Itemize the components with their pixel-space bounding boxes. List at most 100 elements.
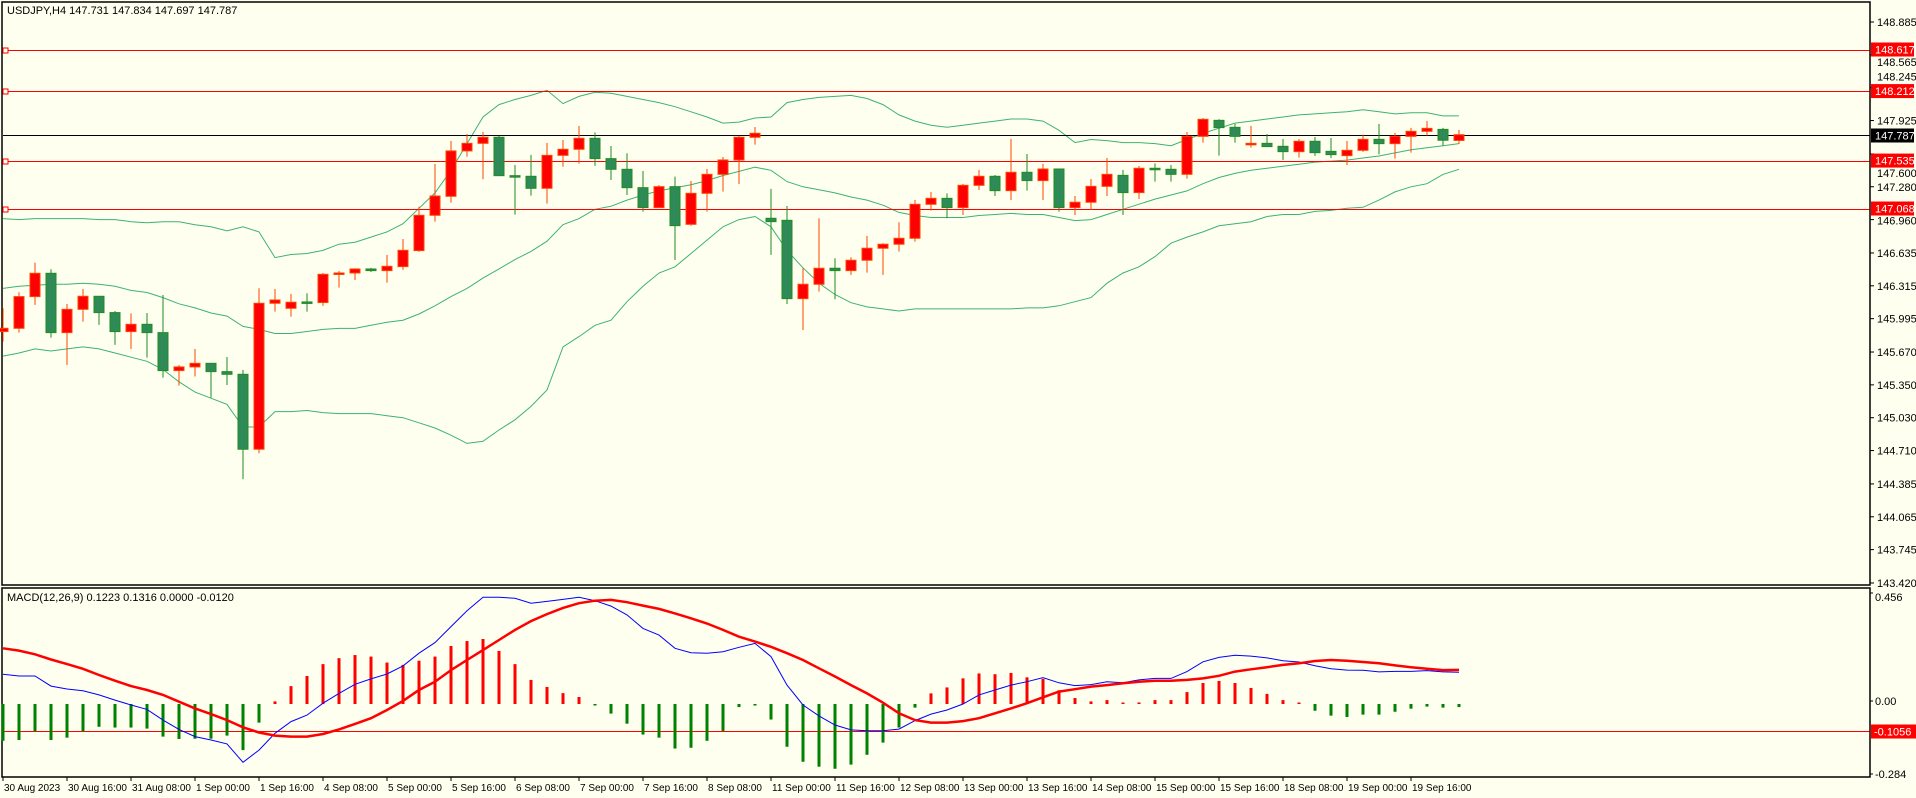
candle xyxy=(13,292,25,333)
candle xyxy=(1229,123,1241,143)
candle-body xyxy=(1261,142,1273,148)
candle-body xyxy=(1085,185,1097,203)
candle-body xyxy=(221,371,233,375)
level-handle-icon[interactable] xyxy=(2,158,9,165)
price-axis-label: 147.600 xyxy=(1877,168,1916,180)
candle-body xyxy=(653,186,665,209)
candle xyxy=(413,206,425,252)
candle xyxy=(365,267,377,272)
time-axis-label: 19 Sep 16:00 xyxy=(1412,783,1472,794)
candle xyxy=(1037,163,1049,200)
candle xyxy=(1245,125,1257,148)
candle-body xyxy=(749,132,761,138)
candle xyxy=(0,308,9,342)
price-axis-label: 145.350 xyxy=(1877,380,1916,392)
candle-body xyxy=(765,217,777,223)
candle xyxy=(957,183,969,215)
candle-body xyxy=(957,184,969,209)
time-axis-label: 7 Sep 00:00 xyxy=(580,783,634,794)
candle-body xyxy=(157,332,169,372)
candle-body xyxy=(1037,168,1049,182)
candle-body xyxy=(1357,138,1369,151)
candle-body xyxy=(797,283,809,300)
candle-body xyxy=(525,175,537,189)
time-axis-label: 18 Sep 08:00 xyxy=(1284,783,1344,794)
candle-body xyxy=(1053,168,1065,209)
candle xyxy=(1133,166,1145,199)
candle xyxy=(877,243,889,275)
macd-axis[interactable]: 0.456 0.00 -0.284 -0.1056 xyxy=(1869,588,1916,781)
time-axis-label: 6 Sep 08:00 xyxy=(516,783,570,794)
candle xyxy=(1101,158,1113,196)
level-price-tag[interactable] xyxy=(1871,84,1914,99)
candle-body xyxy=(509,175,521,178)
candle-body xyxy=(1405,130,1417,137)
candle-body xyxy=(893,237,905,245)
candle-body xyxy=(781,219,793,300)
candle-body xyxy=(1229,126,1241,137)
candle xyxy=(1405,127,1417,153)
candle xyxy=(237,369,249,480)
candle-body xyxy=(973,175,985,186)
candle-body xyxy=(1197,118,1209,137)
candle xyxy=(861,235,873,273)
candle xyxy=(973,169,985,190)
candle xyxy=(1117,169,1129,215)
level-price-tag[interactable] xyxy=(1871,42,1914,57)
macd-axis-label: -0.284 xyxy=(1875,769,1906,781)
candle xyxy=(1053,168,1065,212)
horizontal-levels[interactable] xyxy=(2,47,1870,213)
candle-body xyxy=(1021,171,1033,182)
candle xyxy=(525,154,537,196)
candle-body xyxy=(1309,140,1321,154)
candle xyxy=(221,356,233,385)
price-axis-label: 143.745 xyxy=(1877,545,1916,557)
candle-body xyxy=(685,192,697,225)
level-handle-icon[interactable] xyxy=(2,88,9,95)
time-axis-label: 13 Sep 00:00 xyxy=(964,783,1024,794)
candle xyxy=(141,313,153,358)
candle xyxy=(1341,140,1353,165)
candle-body xyxy=(717,159,729,175)
candle xyxy=(749,127,761,145)
candle xyxy=(573,125,585,164)
candles xyxy=(0,117,1465,480)
candle-body xyxy=(285,301,297,309)
time-axis[interactable]: 30 Aug 2023 30 Aug 16:00 31 Aug 08:00 1 Sep… xyxy=(2,777,1472,794)
macd-panel[interactable]: MACD(12,26,9) 0.1223 0.1316 0.0000 -0.01… xyxy=(1,587,1871,778)
candle-body xyxy=(189,362,201,368)
level-price-tag[interactable] xyxy=(1871,201,1914,216)
price-axis[interactable]: 148.885 148.565 148.245 147.925 147.600 147.2… xyxy=(1869,2,1916,590)
candle-body xyxy=(1213,119,1225,129)
candle xyxy=(205,362,217,398)
candle-body xyxy=(829,267,841,272)
time-axis-label: 5 Sep 16:00 xyxy=(452,783,506,794)
candle xyxy=(941,193,953,219)
candle xyxy=(909,199,921,242)
candle-body xyxy=(861,247,873,261)
candle-body xyxy=(813,267,825,285)
candle xyxy=(701,168,713,212)
candle xyxy=(477,131,489,180)
current-price-tag xyxy=(1871,128,1914,143)
candle-body xyxy=(1341,149,1353,157)
time-axis-label: 30 Aug 2023 xyxy=(4,783,61,794)
candle xyxy=(1261,133,1273,148)
candle-body xyxy=(477,136,489,144)
candle-body xyxy=(349,268,361,274)
level-handle-icon[interactable] xyxy=(2,47,9,54)
candle xyxy=(1421,120,1433,136)
candle xyxy=(253,288,265,454)
time-axis-label: 11 Sep 16:00 xyxy=(836,783,895,794)
candle xyxy=(1293,139,1305,158)
macd-level-tag[interactable] xyxy=(1871,724,1916,739)
candle xyxy=(685,181,697,226)
candle-body xyxy=(493,136,505,177)
candle-body xyxy=(1277,145,1289,153)
candle xyxy=(893,222,905,252)
price-panel[interactable]: USDJPY,H4 147.731 147.834 147.697 147.78… xyxy=(0,1,1871,586)
level-handle-icon[interactable] xyxy=(2,206,9,213)
macd-info-label: MACD(12,26,9) 0.1223 0.1316 0.0000 -0.01… xyxy=(7,592,234,604)
level-price-tag[interactable] xyxy=(1871,153,1914,168)
